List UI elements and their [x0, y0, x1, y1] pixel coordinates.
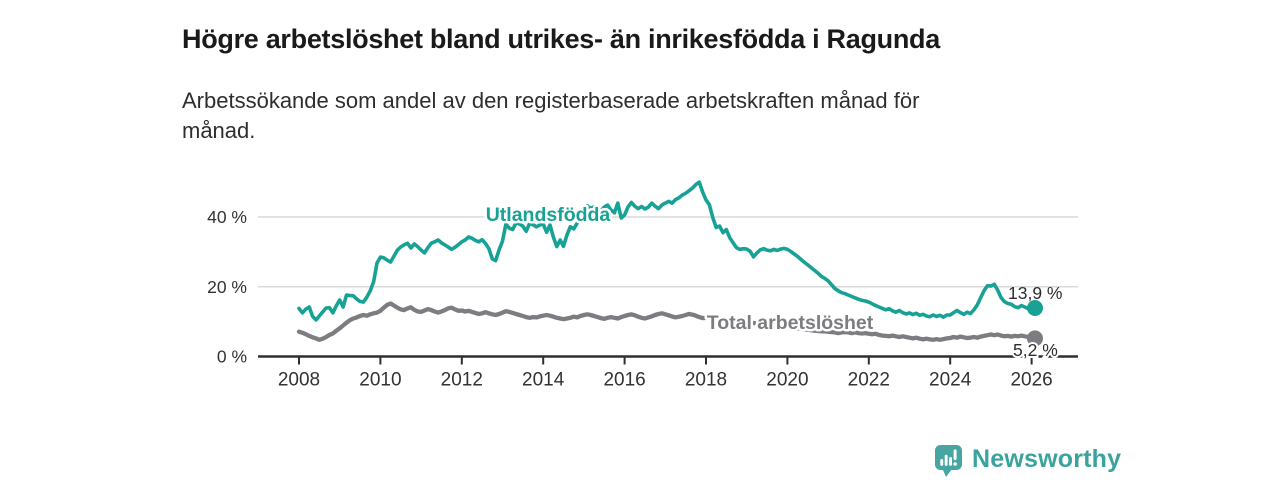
series-label-utlandsf-dda: Utlandsfödda: [486, 204, 611, 226]
series-end-dot-utlandsf-dda: [1026, 300, 1043, 317]
x-tick-label-2022: 2022: [848, 370, 890, 391]
y-tick-label-0: 0 %: [217, 347, 247, 367]
x-tick-label-2026: 2026: [1010, 370, 1052, 391]
series-line-utlandsf-dda: [297, 180, 1037, 322]
x-tick-label-2012: 2012: [441, 370, 483, 391]
chart-title: Högre arbetslöshet bland utrikes- än inr…: [182, 24, 940, 55]
x-tick-label-2014: 2014: [522, 370, 565, 391]
series-line-total-arbetsl-shet: [296, 301, 1038, 342]
chart-subtitle-line-1: Arbetssökande som andel av den registerb…: [182, 88, 920, 113]
x-tick-label-2018: 2018: [685, 370, 727, 391]
end-value-label-total-arbetsl-shet: 5,2 %: [1013, 340, 1058, 360]
y-tick-label-40: 40 %: [207, 207, 247, 227]
newsworthy-logo-icon: [935, 445, 962, 477]
x-tick-label-2016: 2016: [603, 370, 645, 391]
x-tick-label-2008: 2008: [278, 370, 320, 391]
chart-subtitle-line-2: månad.: [182, 118, 256, 143]
brand-footer: Newsworthy: [934, 444, 1121, 480]
x-tick-label-2020: 2020: [766, 370, 808, 391]
y-tick-label-20: 20 %: [207, 277, 247, 297]
brand-name: Newsworthy: [972, 445, 1122, 473]
end-value-label-utlandsf-dda: 13,9 %: [1008, 283, 1062, 303]
series-label-total-arbetsl-shet: Total arbetslöshet: [707, 312, 874, 334]
series-end-dot-total-arbetsl-shet: [1026, 330, 1043, 347]
chart-subtitle: Arbetssökande som andel av den registerb…: [182, 86, 1062, 146]
x-tick-label-2010: 2010: [359, 370, 401, 391]
x-tick-label-2024: 2024: [929, 370, 972, 391]
